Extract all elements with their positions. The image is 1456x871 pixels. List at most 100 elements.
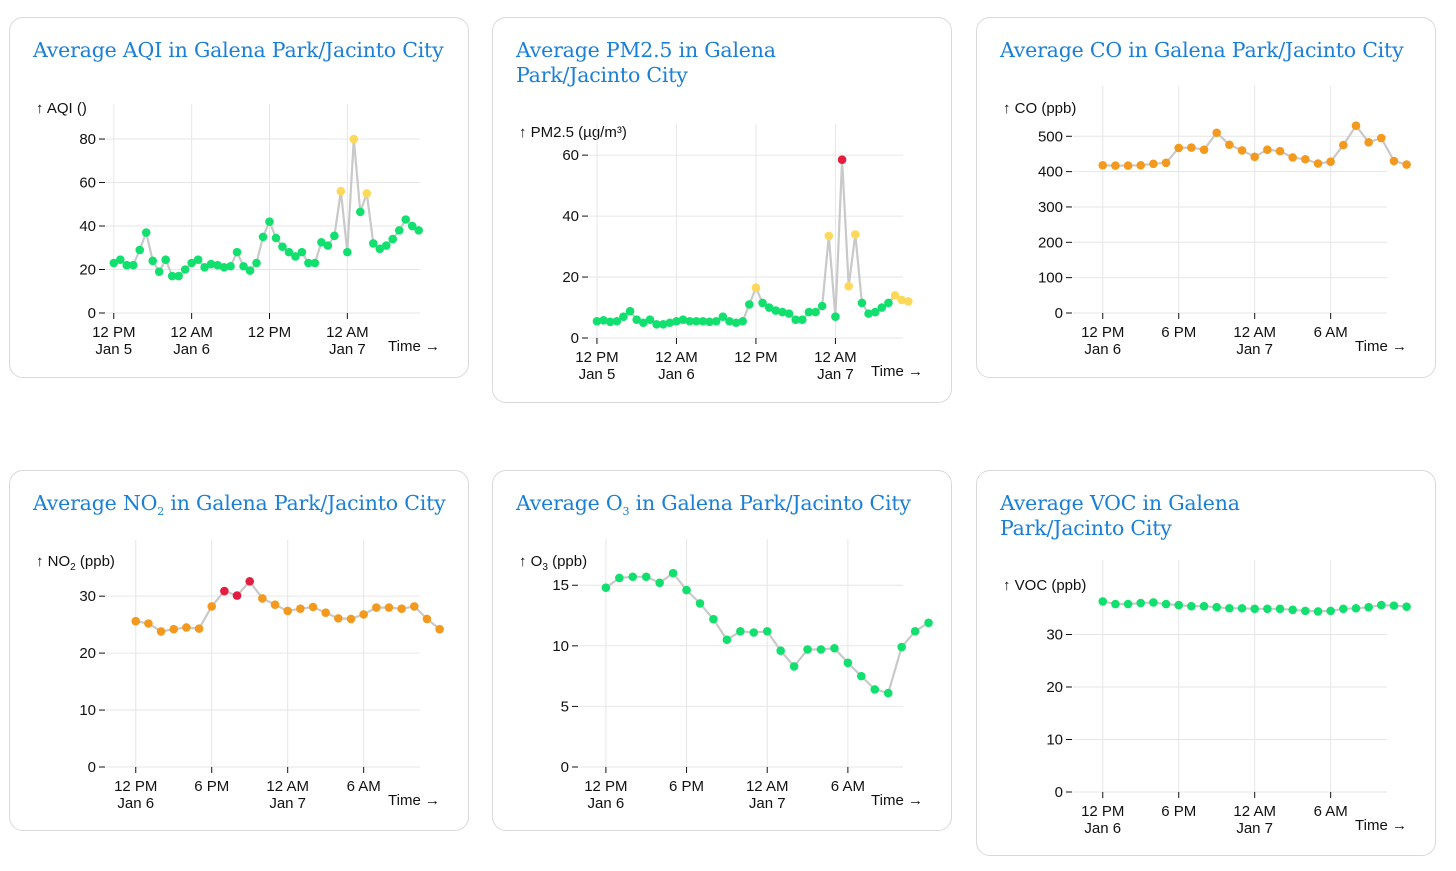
- x-tick-label: 12 AM: [746, 778, 789, 795]
- data-point: [1149, 159, 1158, 169]
- y-tick-label: 5: [561, 698, 569, 715]
- data-point: [910, 626, 920, 636]
- data-point: [283, 606, 292, 616]
- data-point: [682, 585, 691, 595]
- data-point: [1111, 161, 1120, 170]
- data-point: [1174, 143, 1184, 153]
- data-point: [698, 316, 708, 326]
- data-point: [245, 577, 255, 586]
- data-point: [435, 624, 444, 634]
- y-tick-label: 60: [79, 175, 96, 192]
- data-point: [109, 258, 119, 268]
- data-point: [645, 315, 655, 325]
- data-point: [764, 303, 774, 312]
- data-point: [1351, 603, 1361, 613]
- data-point: [736, 626, 745, 636]
- y-tick-label: 0: [571, 330, 579, 347]
- data-point: [135, 245, 145, 255]
- y-tick-label: 40: [79, 218, 96, 235]
- y-tick-label: 80: [79, 131, 96, 148]
- x-tick-sublabel: Jan 6: [588, 795, 625, 812]
- data-point: [837, 155, 847, 165]
- x-tick-label: 6 AM: [1314, 803, 1348, 820]
- data-point: [284, 247, 294, 257]
- data-point: [310, 258, 320, 268]
- y-tick-label: 10: [552, 638, 569, 655]
- data-point: [193, 255, 203, 265]
- data-point: [692, 316, 701, 326]
- x-tick-sublabel: Jan 7: [817, 366, 854, 383]
- data-point: [897, 642, 906, 652]
- data-point: [1212, 602, 1222, 612]
- x-axis-label: Time →: [871, 792, 923, 809]
- data-point: [695, 599, 705, 608]
- data-point: [601, 583, 611, 592]
- data-point: [758, 298, 767, 308]
- data-point: [154, 267, 164, 276]
- data-point: [784, 309, 794, 318]
- data-point: [161, 255, 170, 265]
- y-tick-label: 20: [1046, 679, 1063, 696]
- data-point: [422, 614, 432, 624]
- x-tick-sublabel: Jan 6: [658, 366, 695, 383]
- data-point: [632, 315, 641, 325]
- data-point: [1123, 599, 1133, 609]
- x-tick-sublabel: Jan 6: [1084, 820, 1121, 837]
- x-tick-sublabel: Jan 5: [579, 366, 616, 383]
- data-point: [182, 623, 191, 632]
- data-point: [148, 256, 158, 266]
- x-tick-sublabel: Jan 6: [117, 795, 154, 812]
- x-tick-sublabel: Jan 5: [95, 341, 132, 358]
- chart-title: Average O3 in Galena Park/Jacinto City: [516, 491, 936, 524]
- data-point: [857, 298, 867, 308]
- data-point: [811, 307, 820, 317]
- data-point: [1288, 605, 1297, 615]
- data-point: [1136, 598, 1146, 608]
- x-axis-label: Time →: [1355, 338, 1407, 355]
- data-point: [317, 238, 326, 247]
- data-point: [270, 600, 280, 610]
- x-tick-label: 12 PM: [248, 324, 291, 341]
- data-point: [1313, 607, 1323, 616]
- data-point: [194, 624, 204, 633]
- x-tick-label: 12 AM: [814, 349, 857, 366]
- y-tick-label: 0: [1055, 305, 1063, 322]
- x-tick-label: 12 AM: [170, 324, 213, 341]
- x-axis-label: Time →: [1355, 817, 1407, 834]
- chart-title-text-end: in Galena Park/Jacinto City: [164, 491, 446, 515]
- x-tick-label: 12 AM: [266, 778, 309, 795]
- data-point: [375, 244, 385, 254]
- data-point: [771, 306, 781, 315]
- x-tick-label: 6 PM: [1161, 803, 1196, 820]
- data-point: [1364, 602, 1373, 612]
- y-axis-label: ↑ CO (ppb): [1003, 100, 1076, 117]
- data-point: [762, 626, 772, 636]
- y-axis-label: ↑ O3 (ppb): [519, 553, 587, 573]
- data-point: [1187, 143, 1196, 152]
- data-point: [668, 568, 678, 578]
- y-tick-label: 30: [79, 588, 96, 605]
- data-point: [625, 306, 635, 316]
- data-point: [271, 233, 281, 243]
- data-point: [843, 658, 853, 668]
- x-tick-label: 12 PM: [92, 324, 135, 341]
- data-point: [1263, 145, 1272, 155]
- data-point: [791, 315, 800, 325]
- data-point: [877, 303, 887, 312]
- x-tick-label: 12 AM: [326, 324, 369, 341]
- data-point: [816, 645, 826, 654]
- x-tick-sublabel: Jan 7: [329, 341, 366, 358]
- data-point: [619, 312, 628, 321]
- y-tick-label: 60: [562, 147, 579, 164]
- chart-title: Average PM2.5 in Galena Park/Jacinto Cit…: [516, 38, 816, 88]
- x-axis-label: Time →: [871, 363, 923, 380]
- data-point: [144, 619, 153, 628]
- data-point: [884, 298, 893, 308]
- data-point: [1389, 601, 1399, 610]
- chart-title-subscript: 2: [157, 505, 165, 519]
- data-point: [890, 291, 900, 300]
- y-tick-label: 0: [561, 759, 569, 776]
- data-point: [1161, 158, 1171, 168]
- data-point: [705, 317, 714, 327]
- data-point: [1250, 152, 1259, 162]
